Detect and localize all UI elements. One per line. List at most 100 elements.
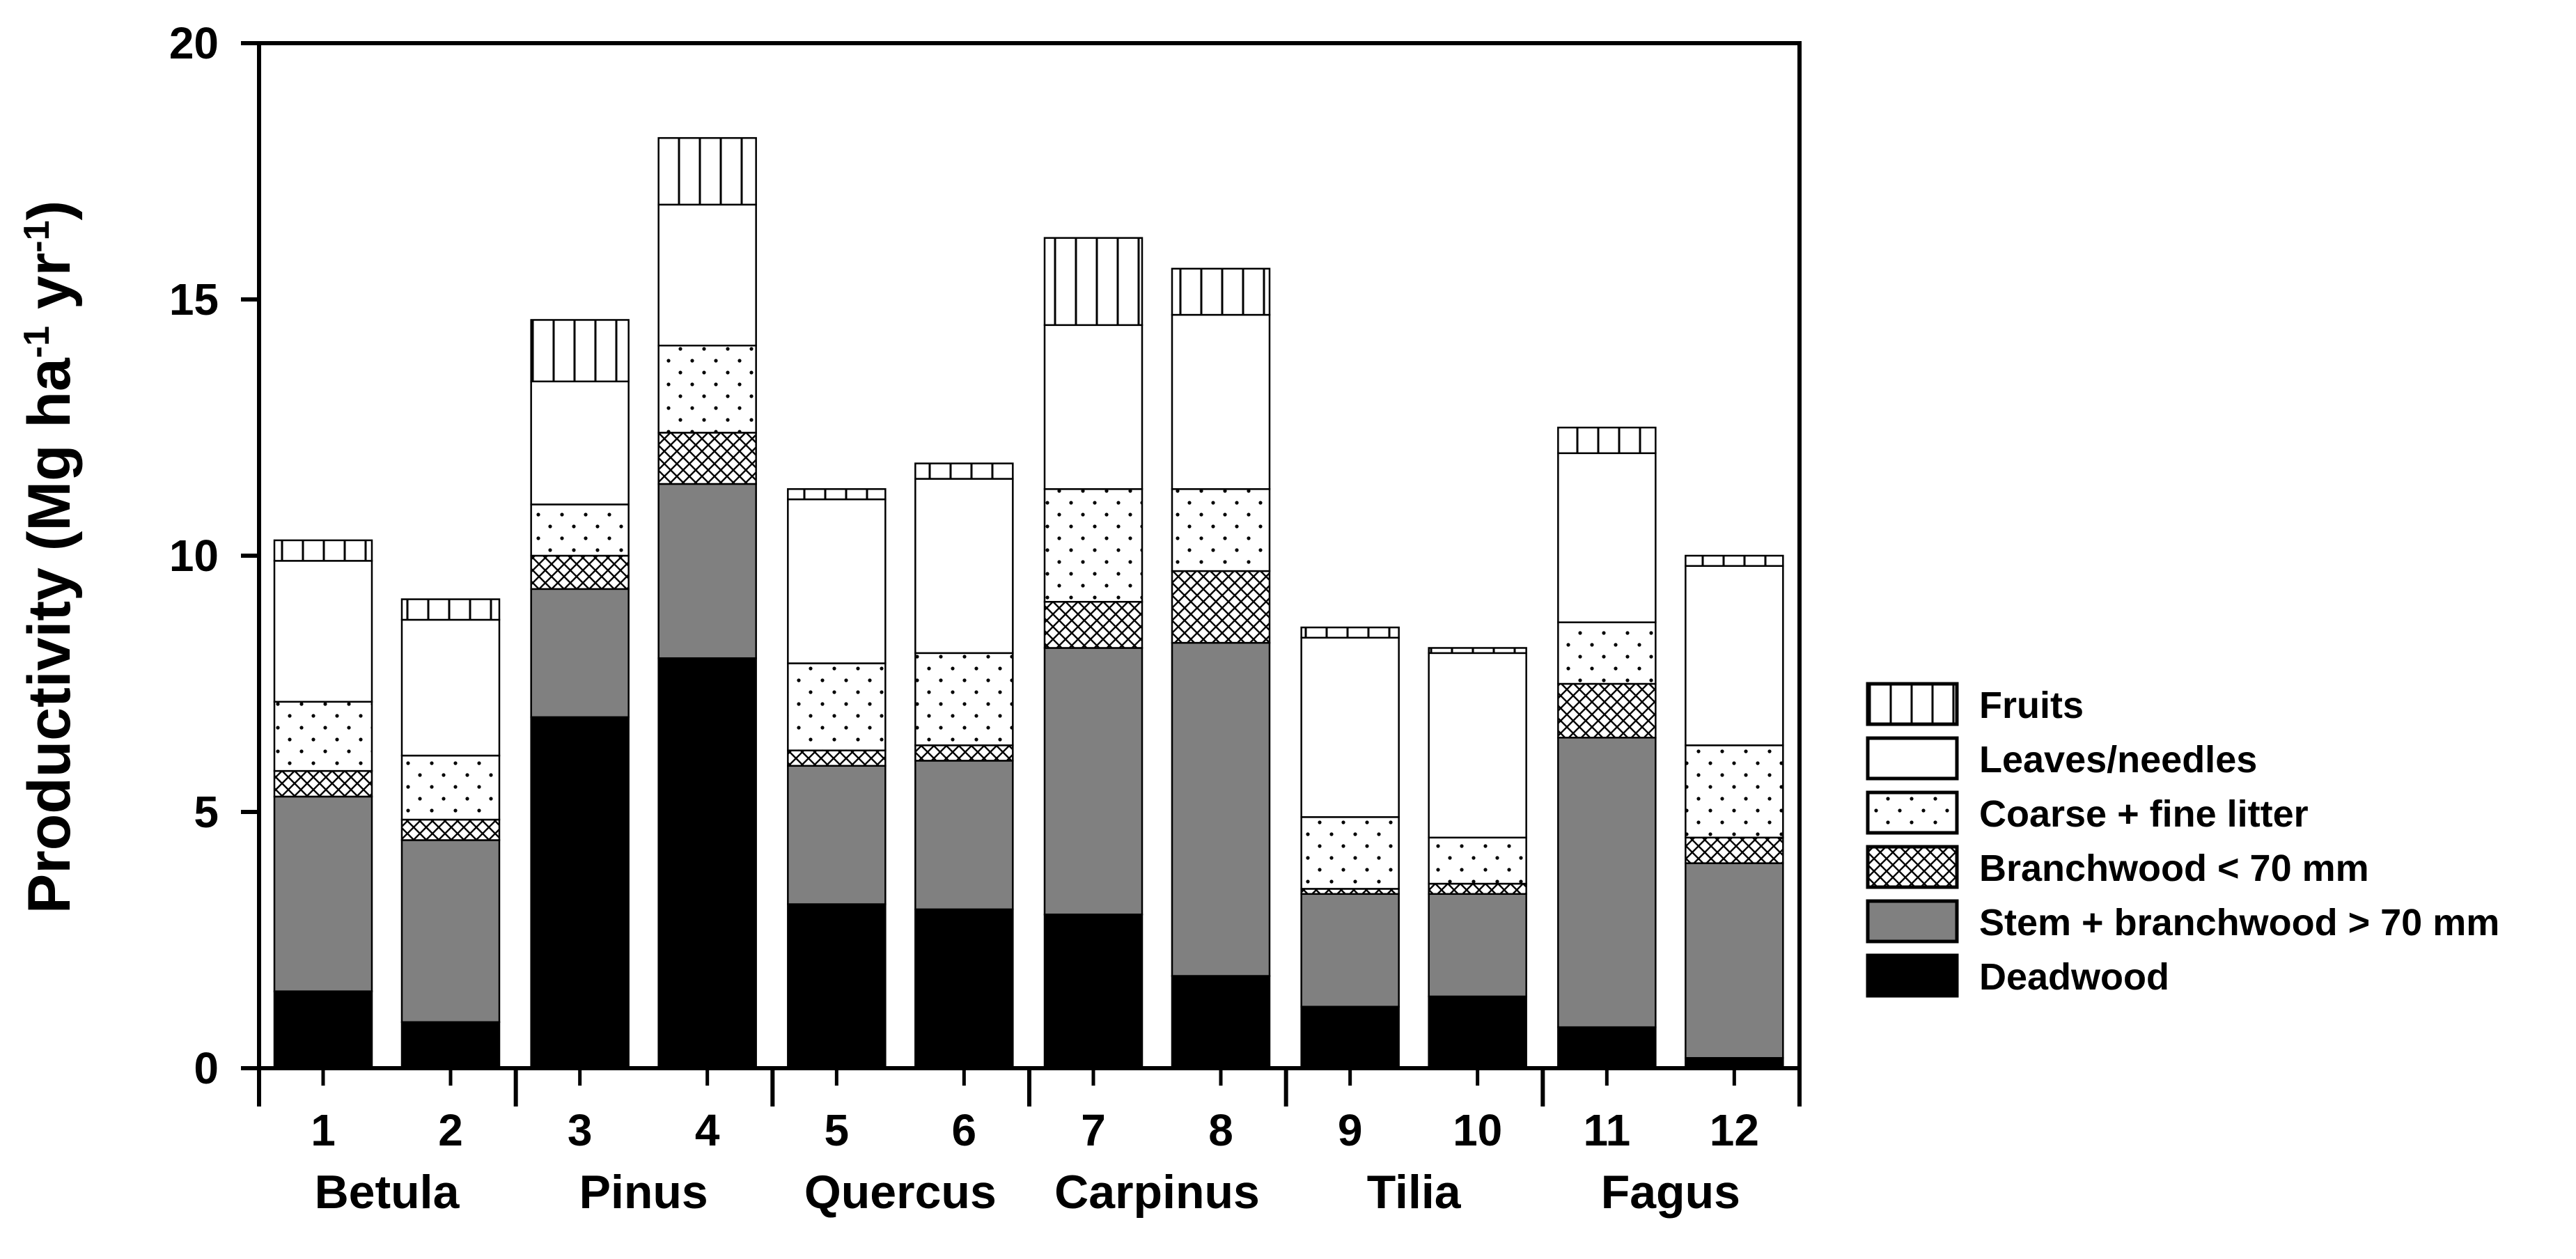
bar-segment-fruits-3 xyxy=(530,319,630,383)
bar-segment-leaves-needles-6 xyxy=(914,478,1014,655)
bar-segment-fruits-1 xyxy=(273,539,373,562)
bar-segment-leaves-needles-7 xyxy=(1043,324,1143,490)
x-tick-label-3: 3 xyxy=(568,1105,593,1155)
bar-segment-branchwood-70-mm-4 xyxy=(657,432,757,485)
bar-segment-coarse-fine-litter-4 xyxy=(657,344,757,434)
group-label-quercus: Quercus xyxy=(804,1166,997,1219)
bar-segment-coarse-fine-litter-1 xyxy=(273,701,373,772)
bar-segment-stem-branchwood-70-mm-8 xyxy=(1171,641,1271,977)
bar-segment-stem-branchwood-70-mm-10 xyxy=(1428,893,1527,998)
bar-segment-branchwood-70-mm-12 xyxy=(1685,836,1784,864)
legend-label-fruits: Fruits xyxy=(1979,685,2084,726)
bar-segment-fruits-6 xyxy=(914,462,1014,480)
x-tick-label-7: 7 xyxy=(1081,1105,1106,1155)
bar-segment-coarse-fine-litter-8 xyxy=(1171,488,1271,572)
bar-segment-fruits-11 xyxy=(1557,426,1657,455)
bar-segment-coarse-fine-litter-12 xyxy=(1685,744,1784,839)
x-tick-label-12: 12 xyxy=(1710,1105,1759,1155)
x-tick-label-2: 2 xyxy=(438,1105,463,1155)
bar-segment-leaves-needles-2 xyxy=(400,618,501,757)
group-label-betula: Betula xyxy=(315,1166,460,1219)
bar-segment-coarse-fine-litter-9 xyxy=(1300,816,1400,890)
group-label-fagus: Fagus xyxy=(1601,1166,1740,1219)
bar-segment-branchwood-70-mm-11 xyxy=(1557,682,1657,739)
legend-swatch-deadwood xyxy=(1866,953,1959,998)
bar-segment-stem-branchwood-70-mm-12 xyxy=(1685,862,1784,1059)
bar-segment-fruits-10 xyxy=(1428,647,1527,655)
y-tick-label-5: 5 xyxy=(194,787,219,837)
bar-segment-stem-branchwood-70-mm-9 xyxy=(1300,893,1400,1008)
x-tick-label-10: 10 xyxy=(1453,1105,1502,1155)
bar-segment-branchwood-70-mm-3 xyxy=(530,554,630,591)
bar-segment-branchwood-70-mm-2 xyxy=(400,818,501,841)
legend-swatch-fruits xyxy=(1866,682,1959,726)
legend-swatch-stem-branchwood-70-mm xyxy=(1866,899,1959,944)
bar-segment-leaves-needles-4 xyxy=(657,203,757,347)
bar-segment-deadwood-8 xyxy=(1171,975,1271,1070)
bar-segment-deadwood-3 xyxy=(530,716,630,1070)
y-axis: 0 5 10 15 20 xyxy=(169,18,259,1093)
bar-segment-coarse-fine-litter-5 xyxy=(787,662,887,751)
bar-segment-fruits-12 xyxy=(1685,554,1784,567)
bar-segment-fruits-8 xyxy=(1171,267,1271,316)
bar-segment-branchwood-70-mm-8 xyxy=(1171,570,1271,644)
bar-segment-fruits-2 xyxy=(400,598,501,621)
legend-label-branchwood-70-mm: Branchwood < 70 mm xyxy=(1979,847,2369,889)
group-label-tilia: Tilia xyxy=(1367,1166,1462,1219)
bar-segment-branchwood-70-mm-1 xyxy=(273,769,373,798)
bar-segment-leaves-needles-11 xyxy=(1557,452,1657,623)
bar-segment-deadwood-12 xyxy=(1685,1057,1784,1070)
group-label-carpinus: Carpinus xyxy=(1054,1166,1260,1219)
y-axis-label-sup1: -1 xyxy=(17,326,57,358)
y-tick-label-10: 10 xyxy=(169,531,219,581)
bar-segment-coarse-fine-litter-6 xyxy=(914,652,1014,746)
bar-segment-coarse-fine-litter-10 xyxy=(1428,836,1527,885)
bar-segment-stem-branchwood-70-mm-6 xyxy=(914,760,1014,911)
bar-segment-branchwood-70-mm-5 xyxy=(787,749,887,767)
y-axis-label-sup2: -1 xyxy=(17,221,57,253)
bars-layer xyxy=(273,136,1784,1070)
bar-segment-branchwood-70-mm-6 xyxy=(914,744,1014,762)
bar-segment-coarse-fine-litter-2 xyxy=(400,754,501,821)
bar-segment-deadwood-7 xyxy=(1043,913,1143,1070)
legend-swatch-coarse-fine-litter xyxy=(1866,790,1959,835)
bar-segment-fruits-9 xyxy=(1300,626,1400,639)
y-tick-label-15: 15 xyxy=(169,274,219,324)
legend-label-coarse-fine-litter: Coarse + fine litter xyxy=(1979,793,2309,835)
legend-swatch-branchwood-70-mm xyxy=(1866,845,1959,889)
bar-segment-branchwood-70-mm-7 xyxy=(1043,600,1143,649)
legend-swatch-leaves-needles xyxy=(1866,736,1959,781)
bar-segment-deadwood-10 xyxy=(1428,995,1527,1070)
bar-segment-deadwood-6 xyxy=(914,908,1014,1070)
legend: Fruits Leaves/needles Coarse + fine litter… xyxy=(1866,682,2499,998)
bar-segment-leaves-needles-12 xyxy=(1685,565,1784,746)
bar-segment-coarse-fine-litter-11 xyxy=(1557,621,1657,685)
bar-segment-stem-branchwood-70-mm-1 xyxy=(273,795,373,992)
y-axis-label: Productivity (Mg ha-1 yr-1) xyxy=(16,201,83,914)
bar-segment-stem-branchwood-70-mm-11 xyxy=(1557,737,1657,1029)
group-label-pinus: Pinus xyxy=(579,1166,708,1219)
bar-segment-stem-branchwood-70-mm-4 xyxy=(657,483,757,659)
legend-label-leaves-needles: Leaves/needles xyxy=(1979,739,2257,781)
x-tick-label-11: 11 xyxy=(1584,1105,1631,1155)
bar-segment-fruits-4 xyxy=(657,136,757,206)
x-tick-label-4: 4 xyxy=(695,1105,720,1155)
bar-segment-leaves-needles-3 xyxy=(530,380,630,506)
bar-segment-leaves-needles-5 xyxy=(787,498,887,664)
x-tick-label-8: 8 xyxy=(1208,1105,1233,1155)
bar-segment-deadwood-4 xyxy=(657,657,757,1070)
bar-segment-fruits-5 xyxy=(787,488,887,501)
bar-segment-stem-branchwood-70-mm-5 xyxy=(787,765,887,905)
x-tick-label-9: 9 xyxy=(1338,1105,1363,1155)
legend-label-deadwood: Deadwood xyxy=(1979,956,2169,998)
bar-segment-coarse-fine-litter-3 xyxy=(530,503,630,557)
bar-segment-stem-branchwood-70-mm-2 xyxy=(400,839,501,1024)
x-tick-label-6: 6 xyxy=(952,1105,977,1155)
bar-segment-deadwood-11 xyxy=(1557,1026,1657,1070)
bar-segment-fruits-7 xyxy=(1043,237,1143,327)
bar-segment-branchwood-70-mm-10 xyxy=(1428,882,1527,896)
bar-segment-deadwood-2 xyxy=(400,1021,501,1070)
bar-segment-leaves-needles-9 xyxy=(1300,636,1400,818)
